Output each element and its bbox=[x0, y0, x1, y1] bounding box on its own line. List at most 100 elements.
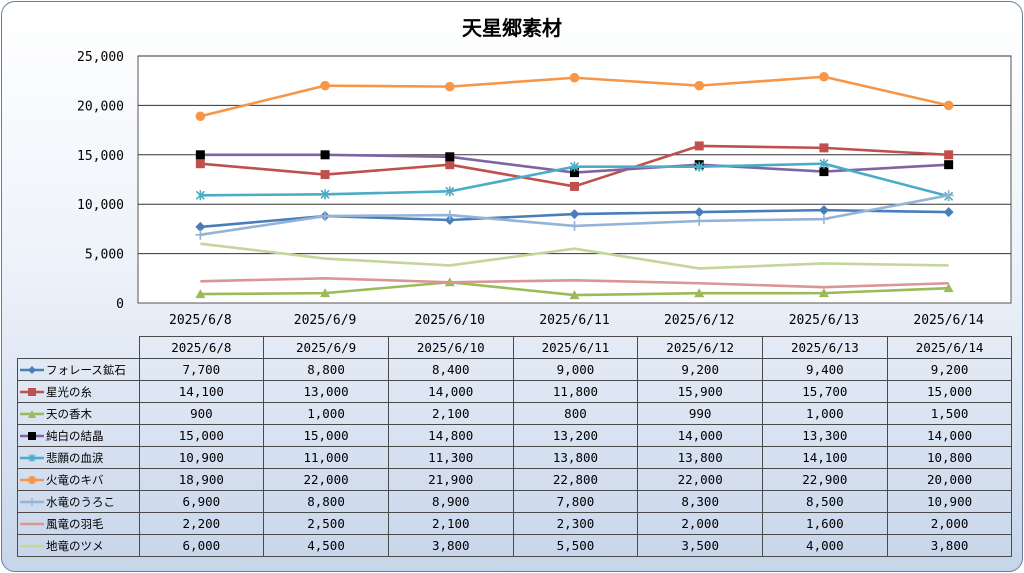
y-tick-label: 5,000 bbox=[85, 248, 124, 263]
table-cell: 6,900 bbox=[138, 490, 265, 513]
table-cell: 14,000 bbox=[387, 380, 514, 403]
x-tick-label: 2025/6/8 bbox=[169, 313, 232, 328]
table-corner bbox=[17, 336, 140, 359]
table-cell: 2,000 bbox=[637, 512, 764, 535]
x-tick-label: 2025/6/12 bbox=[664, 313, 734, 328]
data-point bbox=[195, 190, 205, 201]
legend-key bbox=[20, 498, 44, 506]
table-cell: 22,000 bbox=[263, 468, 389, 491]
legend-label: 悲願の血涙 bbox=[46, 450, 104, 465]
table-cell: 14,000 bbox=[637, 424, 764, 447]
legend-key bbox=[20, 544, 44, 548]
table-cell: 6,000 bbox=[138, 534, 265, 557]
series-label: 純白の結晶 bbox=[17, 424, 140, 447]
data-point bbox=[320, 211, 331, 222]
data-point bbox=[943, 283, 954, 293]
table-cell: 20,000 bbox=[886, 468, 1013, 491]
data-point bbox=[694, 141, 704, 151]
table-cell: 1,000 bbox=[263, 402, 389, 425]
x-tick-label: 2025/6/10 bbox=[415, 313, 485, 328]
table-cell: 1,500 bbox=[886, 402, 1013, 425]
table-cell: 15,000 bbox=[886, 380, 1013, 403]
table-cell: 22,000 bbox=[637, 468, 764, 491]
table-cell: 1,000 bbox=[762, 402, 888, 425]
table-cell: 18,900 bbox=[138, 468, 265, 491]
table-cell: 10,800 bbox=[886, 446, 1013, 469]
legend-label: 水竜のうろこ bbox=[46, 494, 115, 509]
table-cell: 13,800 bbox=[637, 446, 764, 469]
y-tick-label: 0 bbox=[116, 297, 124, 312]
table-cell: 8,300 bbox=[637, 490, 764, 513]
table-cell: 900 bbox=[138, 402, 265, 425]
table-cell: 10,900 bbox=[886, 490, 1013, 513]
table-column-header: 2025/6/11 bbox=[512, 336, 639, 359]
data-point bbox=[569, 209, 580, 220]
data-point bbox=[694, 80, 705, 91]
table-row: 星光の糸 14,100 13,000 14,000 11,800 15,900 15,700… bbox=[17, 380, 1013, 403]
data-point bbox=[320, 189, 330, 200]
table-cell: 9,000 bbox=[512, 358, 639, 381]
table-row: 純白の結晶 15,000 15,000 14,800 13,200 14,000 13,30… bbox=[17, 424, 1013, 447]
legend-key bbox=[20, 522, 44, 526]
data-point bbox=[819, 158, 829, 169]
table-row: 悲願の血涙 10,900 11,000 11,300 13,800 13,800 14,10… bbox=[17, 446, 1013, 469]
table-column-header: 2025/6/12 bbox=[637, 336, 764, 359]
table-cell: 1,600 bbox=[762, 512, 888, 535]
data-point bbox=[445, 186, 455, 197]
data-point bbox=[569, 72, 580, 83]
data-point bbox=[944, 160, 954, 170]
table-cell: 11,000 bbox=[263, 446, 389, 469]
series-group bbox=[195, 190, 954, 240]
table-row: 火竜のキバ 18,900 22,000 21,900 22,800 22,000 22,90… bbox=[17, 468, 1013, 491]
x-tick-label: 2025/6/9 bbox=[294, 313, 357, 328]
table-cell: 8,800 bbox=[263, 358, 389, 381]
table-cell: 14,100 bbox=[138, 380, 265, 403]
data-point bbox=[195, 229, 206, 240]
table-cell: 11,300 bbox=[387, 446, 514, 469]
legend-label: 天の香木 bbox=[46, 406, 92, 421]
data-point bbox=[195, 289, 206, 299]
table-cell: 13,800 bbox=[512, 446, 639, 469]
y-tick-label: 25,000 bbox=[77, 50, 124, 65]
table-row: フォレース鉱石 7,700 8,800 8,400 9,000 9,200 9,400 9,2… bbox=[17, 358, 1013, 381]
table-cell: 13,000 bbox=[263, 380, 389, 403]
series-label: 天の香木 bbox=[17, 402, 140, 425]
legend-key bbox=[20, 388, 44, 396]
table-cell: 8,400 bbox=[387, 358, 514, 381]
data-point bbox=[943, 190, 954, 201]
table-cell: 2,100 bbox=[387, 402, 514, 425]
legend-label: 火竜のキバ bbox=[46, 472, 104, 487]
series-line bbox=[200, 242, 949, 270]
series-label: 水竜のうろこ bbox=[17, 490, 140, 513]
series-label: 悲願の血涙 bbox=[17, 446, 140, 469]
table-column-header: 2025/6/10 bbox=[387, 336, 514, 359]
data-point bbox=[819, 71, 829, 82]
table-cell: 8,800 bbox=[263, 490, 389, 513]
data-point bbox=[944, 150, 954, 160]
table-cell: 9,200 bbox=[637, 358, 764, 381]
series-label: 風竜の羽毛 bbox=[17, 512, 140, 535]
table-cell: 8,900 bbox=[387, 490, 514, 513]
table-row: 地竜のツメ 6,000 4,500 3,800 5,500 3,500 4,000 3,800 bbox=[17, 534, 1013, 557]
table-cell: 15,900 bbox=[637, 380, 764, 403]
table-cell: 9,400 bbox=[762, 358, 888, 381]
x-tick-label: 2025/6/13 bbox=[789, 313, 859, 328]
series-group bbox=[200, 276, 949, 289]
data-point bbox=[195, 150, 205, 160]
data-point bbox=[444, 81, 455, 92]
table-cell: 5,500 bbox=[512, 534, 639, 557]
x-tick-label: 2025/6/11 bbox=[539, 313, 609, 328]
table-cell: 9,200 bbox=[886, 358, 1013, 381]
table-cell: 14,100 bbox=[762, 446, 888, 469]
table-cell: 2,200 bbox=[138, 512, 265, 535]
table-cell: 800 bbox=[512, 402, 639, 425]
legend-label: フォレース鉱石 bbox=[46, 362, 126, 377]
data-point bbox=[818, 288, 829, 298]
table-row: 水竜のうろこ 6,900 8,800 8,900 7,800 8,300 8,500 10,9… bbox=[17, 490, 1013, 513]
data-point bbox=[195, 159, 205, 169]
series-label: 地竜のツメ bbox=[17, 534, 140, 557]
table-cell: 14,800 bbox=[387, 424, 514, 447]
table-cell: 2,000 bbox=[886, 512, 1013, 535]
table-cell: 7,800 bbox=[512, 490, 639, 513]
